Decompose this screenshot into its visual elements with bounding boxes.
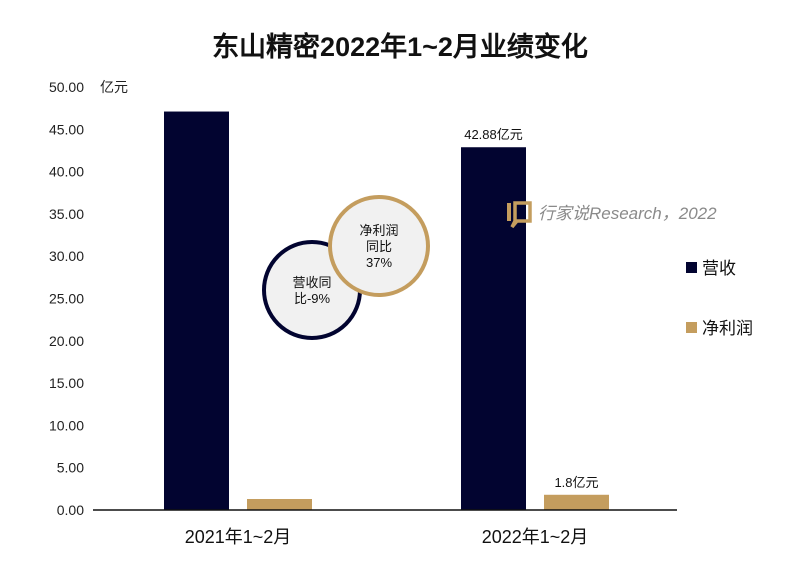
legend-swatch [686,262,697,273]
y-tick-label: 15.00 [49,375,84,391]
legend-label: 净利润 [702,319,753,338]
bubble-text: 营收同 [292,275,331,290]
data-label: 1.8亿元 [554,475,598,490]
bubble-text: 37% [366,255,392,270]
x-tick-label: 2021年1~2月 [185,527,292,547]
bubble-text: 比-9% [294,291,331,306]
y-tick-label: 50.00 [49,79,84,95]
legend-item: 净利润 [686,319,753,338]
watermark-logo-icon [507,201,532,229]
y-unit-label: 亿元 [100,79,128,95]
legend-label: 营收 [702,259,736,278]
legend-item: 营收 [686,259,736,278]
bubble-text: 同比 [366,239,392,254]
bubble-text: 净利润 [359,223,398,238]
bar-net-profit-0 [247,499,312,510]
x-tick-label: 2022年1~2月 [482,527,589,547]
watermark: 行家说Research，2022 [507,201,717,229]
bar-revenue-0 [164,111,229,510]
legend-swatch [686,322,697,333]
y-tick-label: 45.00 [49,121,84,137]
bubble-circle [328,195,430,297]
y-tick-label: 40.00 [49,164,84,180]
y-tick-label: 25.00 [49,291,84,307]
y-tick-label: 35.00 [49,206,84,222]
chart-title: 东山精密2022年1~2月业绩变化 [212,31,588,62]
watermark-text: 行家说Research，2022 [538,204,717,223]
y-tick-label: 5.00 [57,460,84,476]
bar-net-profit-1 [544,494,609,510]
y-tick-label: 30.00 [49,248,84,264]
y-tick-label: 10.00 [49,417,84,433]
y-tick-label: 20.00 [49,333,84,349]
data-label: 42.88亿元 [464,127,523,142]
y-tick-label: 0.00 [57,502,84,518]
